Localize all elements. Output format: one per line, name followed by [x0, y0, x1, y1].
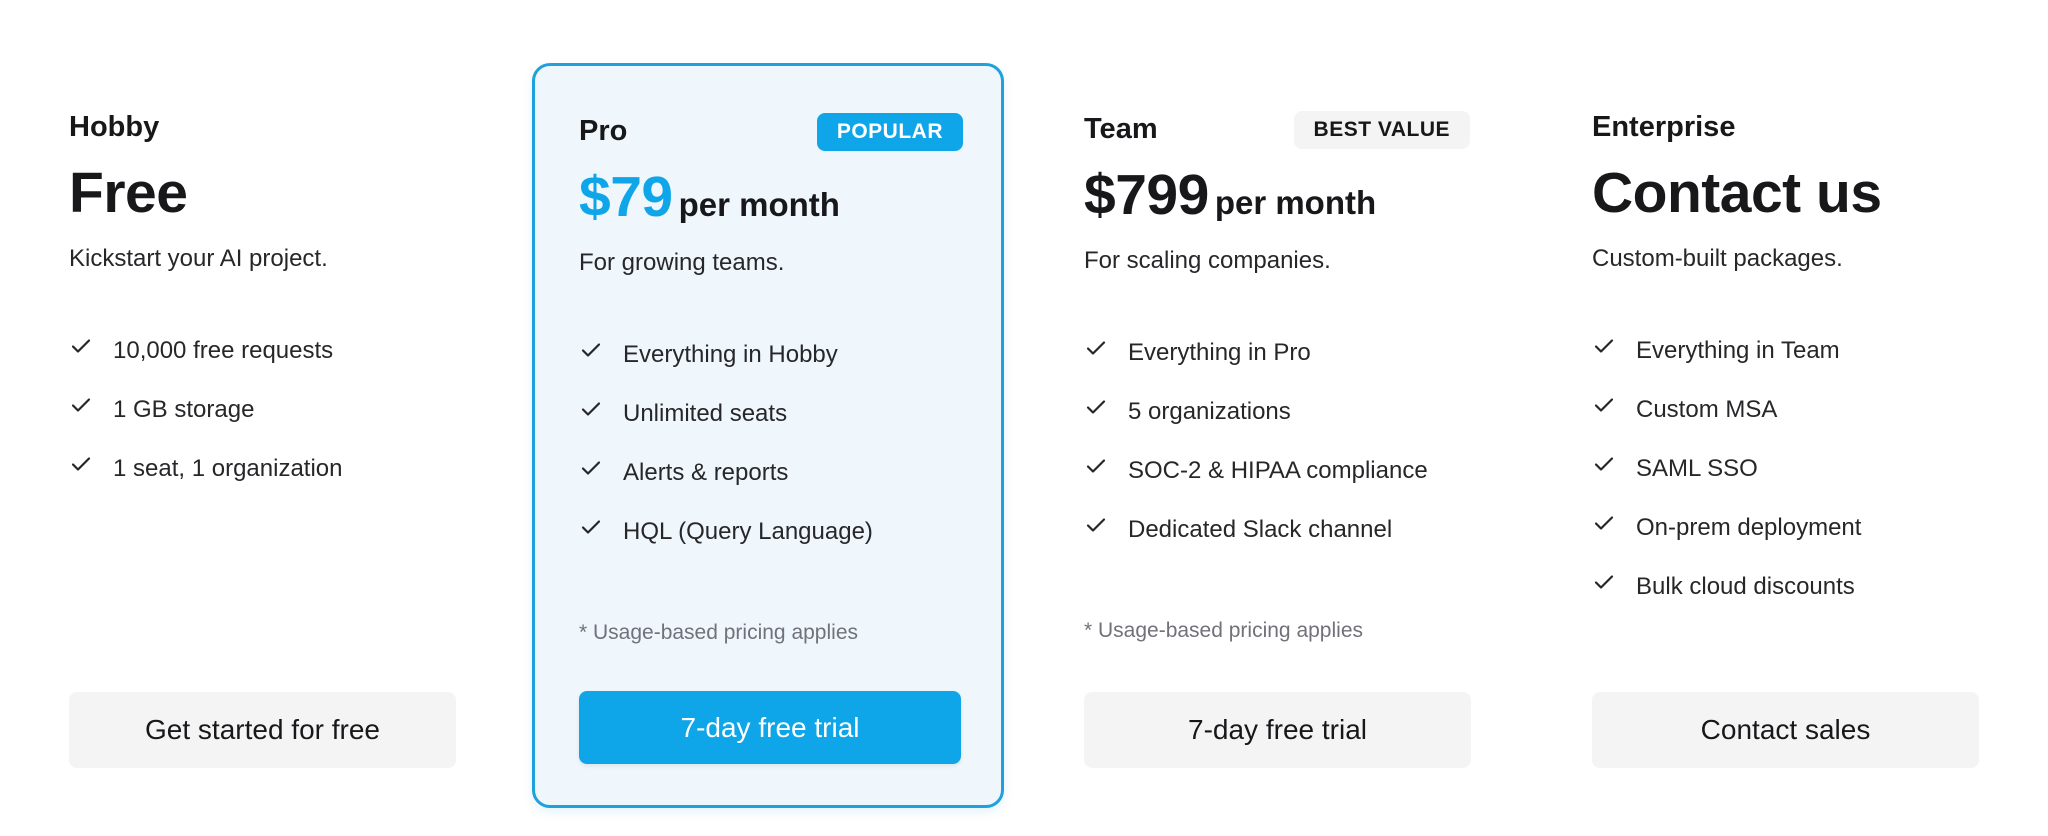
price-amount: $79	[579, 165, 673, 229]
feature-label: SAML SSO	[1636, 454, 1758, 482]
feature-label: SOC-2 & HIPAA compliance	[1128, 456, 1428, 484]
check-icon	[1592, 334, 1636, 367]
feature-item: Unlimited seats	[579, 397, 787, 430]
check-icon	[579, 456, 623, 489]
feature-item: Dedicated Slack channel	[1084, 513, 1392, 546]
feature-item: 5 organizations	[1084, 395, 1291, 428]
price-amount: Contact us	[1592, 161, 1882, 225]
feature-label: Everything in Hobby	[623, 340, 838, 368]
price-amount: Free	[69, 161, 188, 225]
plan-price: $799 per month	[1084, 163, 1376, 242]
feature-item: 10,000 free requests	[69, 334, 333, 367]
plan-tagline: For growing teams.	[579, 249, 785, 276]
cta-button-pro[interactable]: 7-day free trial	[579, 691, 961, 764]
plan-name: Team	[1084, 113, 1158, 145]
feature-item: SOC-2 & HIPAA compliance	[1084, 454, 1428, 487]
feature-item: Everything in Team	[1592, 334, 1840, 367]
feature-item: Everything in Hobby	[579, 338, 838, 371]
feature-item: Bulk cloud discounts	[1592, 570, 1855, 603]
check-icon	[1592, 511, 1636, 544]
plan-badge: POPULAR	[816, 113, 963, 151]
pricing-note: * Usage-based pricing applies	[1084, 619, 1363, 642]
feature-item: Everything in Pro	[1084, 336, 1311, 369]
pro-plan-card-highlight	[532, 63, 1004, 808]
plan-tagline: Custom-built packages.	[1592, 245, 1843, 272]
feature-label: HQL (Query Language)	[623, 517, 873, 545]
feature-label: Custom MSA	[1636, 395, 1778, 423]
price-period: per month	[678, 186, 840, 223]
plan-tagline: Kickstart your AI project.	[69, 245, 328, 272]
plan-tagline: For scaling companies.	[1084, 247, 1331, 274]
feature-label: 1 GB storage	[113, 395, 255, 423]
check-icon	[1084, 513, 1128, 546]
cta-button-hobby[interactable]: Get started for free	[69, 692, 456, 768]
check-icon	[1084, 395, 1128, 428]
check-icon	[69, 452, 113, 485]
plan-price: Contact us	[1592, 161, 1882, 240]
check-icon	[69, 393, 113, 426]
pricing-note: * Usage-based pricing applies	[579, 621, 858, 644]
feature-item: HQL (Query Language)	[579, 515, 873, 548]
feature-label: On-prem deployment	[1636, 513, 1862, 541]
check-icon	[1084, 336, 1128, 369]
feature-label: 1 seat, 1 organization	[113, 454, 343, 482]
feature-label: Everything in Pro	[1128, 338, 1311, 366]
feature-label: Bulk cloud discounts	[1636, 572, 1855, 600]
feature-item: Alerts & reports	[579, 456, 788, 489]
plan-name: Hobby	[69, 111, 160, 143]
plan-hobby: Hobby Free Kickstart your AI project. 10,00…	[69, 0, 459, 836]
price-amount: $799	[1084, 163, 1209, 227]
feature-item: Custom MSA	[1592, 393, 1777, 426]
feature-label: Unlimited seats	[623, 399, 788, 427]
feature-label: 5 organizations	[1128, 397, 1291, 425]
feature-label: Alerts & reports	[623, 458, 789, 486]
price-period: per month	[1214, 184, 1377, 221]
plan-name: Enterprise	[1592, 111, 1736, 143]
plan-enterprise: Enterprise Contact us Custom-built package…	[1592, 0, 1982, 836]
check-icon	[1084, 454, 1128, 487]
feature-item: 1 GB storage	[69, 393, 254, 426]
plan-badge: BEST VALUE	[1293, 111, 1470, 149]
check-icon	[579, 338, 623, 371]
feature-label: 10,000 free requests	[113, 336, 334, 364]
feature-item: On-prem deployment	[1592, 511, 1861, 544]
plan-name: Pro	[579, 115, 628, 147]
feature-item: SAML SSO	[1592, 452, 1758, 485]
check-icon	[579, 515, 623, 548]
check-icon	[1592, 393, 1636, 426]
check-icon	[69, 334, 113, 367]
check-icon	[1592, 452, 1636, 485]
feature-label: Everything in Team	[1636, 336, 1840, 364]
feature-label: Dedicated Slack channel	[1128, 515, 1393, 543]
cta-button-enterprise[interactable]: Contact sales	[1592, 692, 1979, 768]
feature-item: 1 seat, 1 organization	[69, 452, 343, 485]
plan-price: $79 per month	[579, 165, 840, 244]
plan-price: Free	[69, 161, 188, 240]
check-icon	[1592, 570, 1636, 603]
plan-pro: Pro POPULAR $79 per month For growing teams.…	[579, 0, 969, 836]
plan-team: Team BEST VALUE $799 per month For scaling c…	[1084, 0, 1474, 836]
cta-button-team[interactable]: 7-day free trial	[1084, 692, 1471, 768]
check-icon	[579, 397, 623, 430]
